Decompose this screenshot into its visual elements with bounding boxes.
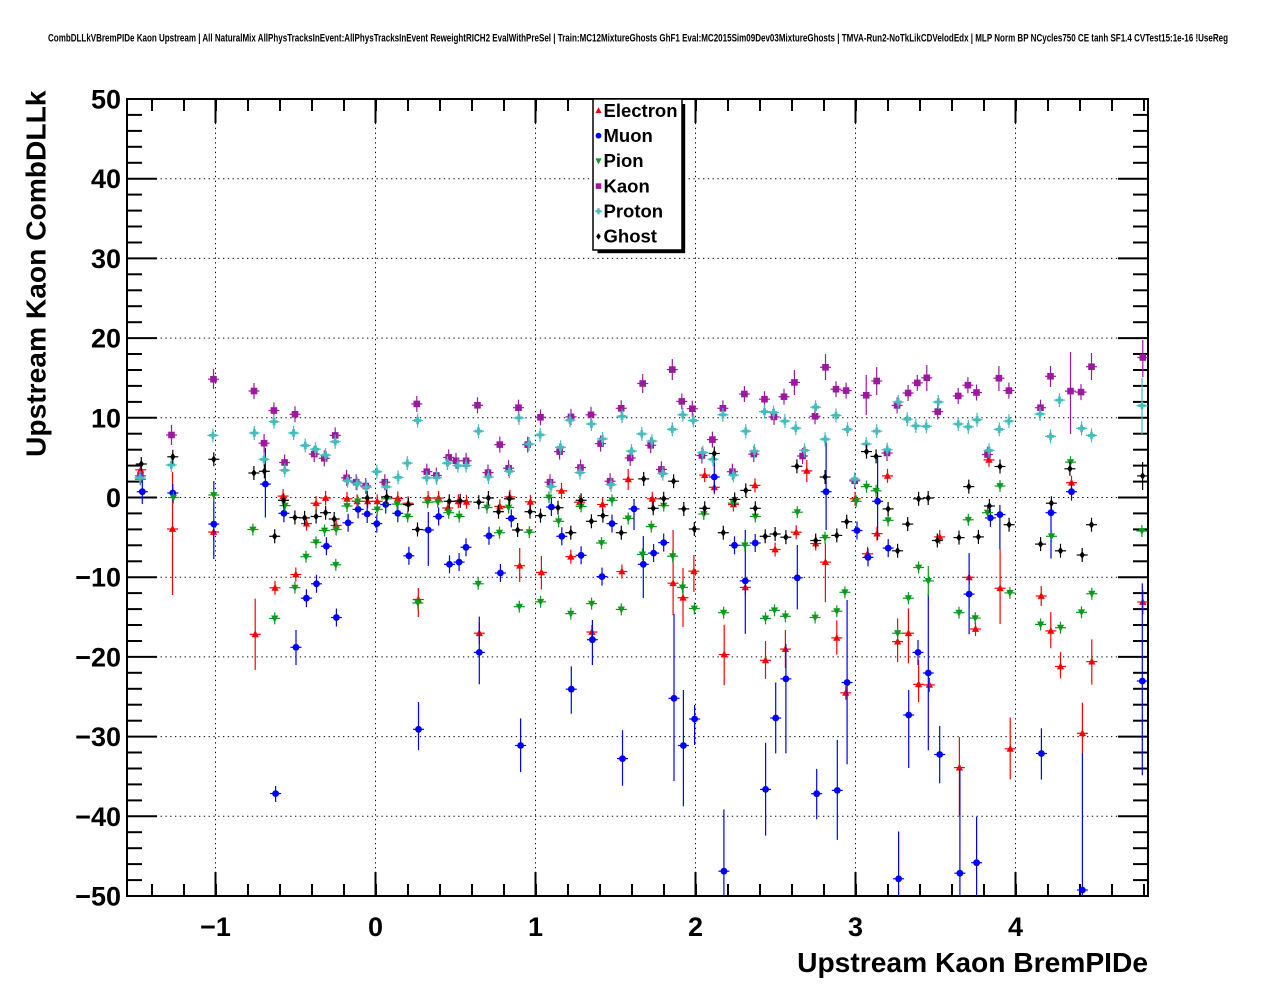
svg-text:30: 30: [91, 244, 121, 274]
svg-text:40: 40: [91, 164, 121, 194]
svg-text:−40: −40: [75, 802, 121, 832]
svg-text:0: 0: [106, 483, 121, 513]
svg-text:−10: −10: [75, 563, 121, 593]
svg-text:−30: −30: [75, 722, 121, 752]
svg-text:2: 2: [688, 912, 703, 942]
svg-text:Upstream Kaon BremPIDe: Upstream Kaon BremPIDe: [797, 946, 1148, 978]
svg-text:−20: −20: [75, 642, 121, 672]
svg-text:Upstream Kaon CombDLLk: Upstream Kaon CombDLLk: [20, 90, 52, 457]
svg-text:Proton: Proton: [604, 201, 664, 222]
svg-text:−50: −50: [75, 882, 121, 912]
svg-text:CombDLLkVBremPIDe Kaon Upstrea: CombDLLkVBremPIDe Kaon Upstream | All Na…: [48, 33, 1228, 45]
svg-text:1: 1: [528, 912, 543, 942]
svg-text:Muon: Muon: [604, 125, 653, 146]
svg-text:Kaon: Kaon: [604, 175, 650, 196]
svg-text:10: 10: [91, 403, 121, 433]
svg-text:Ghost: Ghost: [604, 226, 657, 247]
svg-text:Electron: Electron: [604, 100, 678, 121]
svg-text:4: 4: [1008, 912, 1023, 942]
svg-text:0: 0: [368, 912, 383, 942]
svg-text:20: 20: [91, 324, 121, 354]
svg-text:−1: −1: [200, 912, 231, 942]
svg-text:3: 3: [848, 912, 863, 942]
svg-text:Pion: Pion: [604, 150, 644, 171]
svg-text:50: 50: [91, 85, 121, 115]
